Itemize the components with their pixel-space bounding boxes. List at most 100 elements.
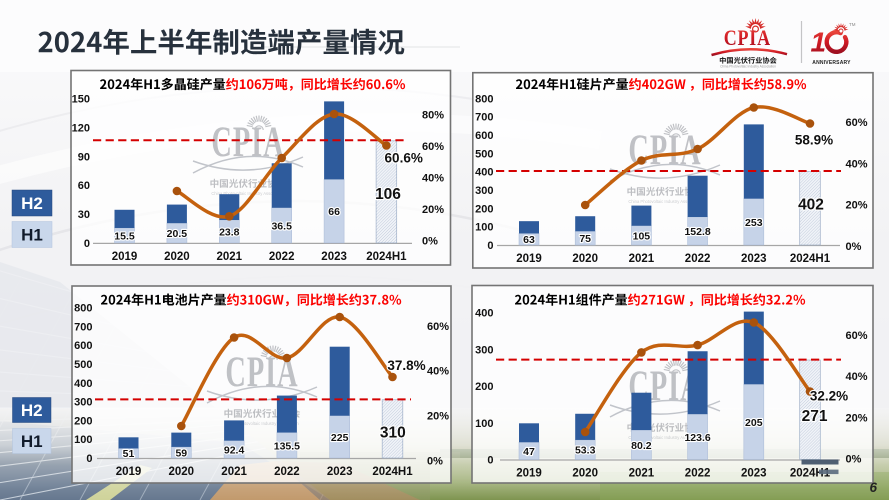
svg-text:400: 400 — [74, 378, 92, 390]
svg-text:2022: 2022 — [269, 251, 295, 263]
svg-text:China Photovoltaic Industry As: China Photovoltaic Industry Association — [211, 191, 285, 196]
svg-text:H1: H1 — [21, 226, 43, 245]
svg-text:58.9%: 58.9% — [795, 133, 833, 148]
svg-text:20%: 20% — [846, 200, 868, 212]
svg-text:60%: 60% — [422, 141, 444, 153]
svg-text:2020: 2020 — [572, 253, 598, 265]
svg-text:2023: 2023 — [741, 468, 767, 480]
svg-text:1: 1 — [811, 27, 827, 58]
svg-text:H2: H2 — [21, 194, 43, 213]
svg-text:2022: 2022 — [685, 253, 711, 265]
svg-text:135.5: 135.5 — [274, 440, 300, 452]
svg-text:2020: 2020 — [164, 251, 190, 263]
svg-text:6: 6 — [870, 480, 878, 495]
svg-text:2021: 2021 — [629, 468, 655, 480]
svg-text:600: 600 — [74, 340, 92, 352]
svg-text:China Photovoltaic Industry As: China Photovoltaic Industry Association — [720, 65, 776, 69]
svg-text:ANNIVERSARY: ANNIVERSARY — [812, 60, 851, 66]
svg-text:2021: 2021 — [217, 251, 243, 263]
svg-text:225: 225 — [331, 432, 349, 444]
svg-text:2020: 2020 — [169, 466, 195, 478]
svg-text:TM: TM — [849, 22, 856, 27]
svg-text:2019: 2019 — [112, 251, 138, 263]
svg-text:53.3: 53.3 — [575, 445, 596, 457]
svg-text:H2: H2 — [21, 401, 43, 420]
svg-text:20%: 20% — [846, 412, 868, 424]
svg-text:300: 300 — [475, 185, 493, 197]
svg-text:200: 200 — [475, 381, 493, 393]
svg-text:200: 200 — [74, 415, 92, 427]
svg-text:2020: 2020 — [572, 468, 598, 480]
svg-text:800: 800 — [74, 303, 92, 315]
svg-text:300: 300 — [74, 397, 92, 409]
svg-text:2021: 2021 — [221, 466, 247, 478]
svg-text:2019: 2019 — [516, 253, 542, 265]
svg-text:800: 800 — [475, 93, 493, 105]
svg-text:40%: 40% — [846, 371, 868, 383]
svg-text:0: 0 — [86, 453, 92, 465]
svg-text:0%: 0% — [422, 236, 438, 248]
svg-text:150: 150 — [72, 94, 90, 106]
svg-text:47: 47 — [523, 446, 535, 458]
svg-text:60.6%: 60.6% — [385, 151, 423, 166]
svg-text:H1: H1 — [21, 432, 43, 451]
svg-text:2019: 2019 — [516, 468, 542, 480]
svg-text:15.5: 15.5 — [114, 230, 135, 242]
svg-text:2021: 2021 — [629, 253, 655, 265]
svg-text:100: 100 — [475, 222, 493, 234]
svg-text:600: 600 — [475, 130, 493, 142]
svg-text:205: 205 — [745, 417, 763, 429]
svg-text:123.6: 123.6 — [684, 432, 710, 444]
svg-text:2024H1: 2024H1 — [372, 466, 413, 478]
svg-text:700: 700 — [475, 112, 493, 124]
svg-text:500: 500 — [74, 359, 92, 371]
svg-text:402: 402 — [798, 196, 824, 213]
svg-text:20%: 20% — [427, 411, 449, 423]
svg-text:2022: 2022 — [274, 466, 300, 478]
svg-text:20.5: 20.5 — [167, 228, 188, 240]
svg-text:2024H1: 2024H1 — [790, 253, 831, 265]
svg-text:China Photovoltaic Industry As: China Photovoltaic Industry Association — [628, 435, 702, 440]
svg-text:253: 253 — [745, 217, 763, 229]
svg-text:0%: 0% — [846, 454, 862, 466]
svg-text:China Photovoltaic Industry As: China Photovoltaic Industry Association — [225, 421, 299, 426]
svg-text:China Photovoltaic Industry As: China Photovoltaic Industry Association — [628, 199, 702, 204]
svg-text:106: 106 — [375, 186, 401, 203]
svg-text:37.8%: 37.8% — [387, 358, 425, 373]
svg-text:40%: 40% — [427, 366, 449, 378]
svg-text:80.2: 80.2 — [631, 440, 652, 452]
svg-text:152.8: 152.8 — [684, 226, 710, 238]
svg-text:2023: 2023 — [321, 251, 347, 263]
svg-text:100: 100 — [475, 418, 493, 430]
svg-text:20%: 20% — [422, 204, 444, 216]
svg-text:2019: 2019 — [116, 466, 142, 478]
svg-text:23.8: 23.8 — [219, 226, 240, 238]
svg-text:2023: 2023 — [741, 253, 767, 265]
svg-text:59: 59 — [175, 447, 187, 459]
svg-text:60%: 60% — [846, 117, 868, 129]
svg-text:60%: 60% — [427, 321, 449, 333]
svg-text:60%: 60% — [846, 330, 868, 342]
svg-text:66: 66 — [328, 206, 340, 218]
svg-text:90: 90 — [78, 151, 90, 163]
svg-text:0: 0 — [487, 455, 493, 467]
svg-text:105: 105 — [633, 230, 651, 242]
svg-text:271: 271 — [802, 408, 828, 425]
svg-text:400: 400 — [475, 308, 493, 320]
svg-text:2024H1: 2024H1 — [366, 251, 407, 263]
svg-text:2022: 2022 — [685, 468, 711, 480]
svg-text:0%: 0% — [846, 241, 862, 253]
svg-text:700: 700 — [74, 321, 92, 333]
svg-text:500: 500 — [475, 148, 493, 160]
svg-text:36.5: 36.5 — [271, 220, 292, 232]
svg-text:40%: 40% — [422, 173, 444, 185]
svg-text:60: 60 — [78, 180, 90, 192]
svg-text:310: 310 — [380, 424, 406, 441]
svg-text:80%: 80% — [422, 110, 444, 122]
svg-text:40%: 40% — [846, 158, 868, 170]
svg-text:75: 75 — [579, 233, 591, 245]
svg-text:200: 200 — [475, 203, 493, 215]
svg-text:92.4: 92.4 — [224, 444, 245, 456]
svg-text:30: 30 — [78, 209, 90, 221]
svg-text:0%: 0% — [427, 455, 443, 467]
